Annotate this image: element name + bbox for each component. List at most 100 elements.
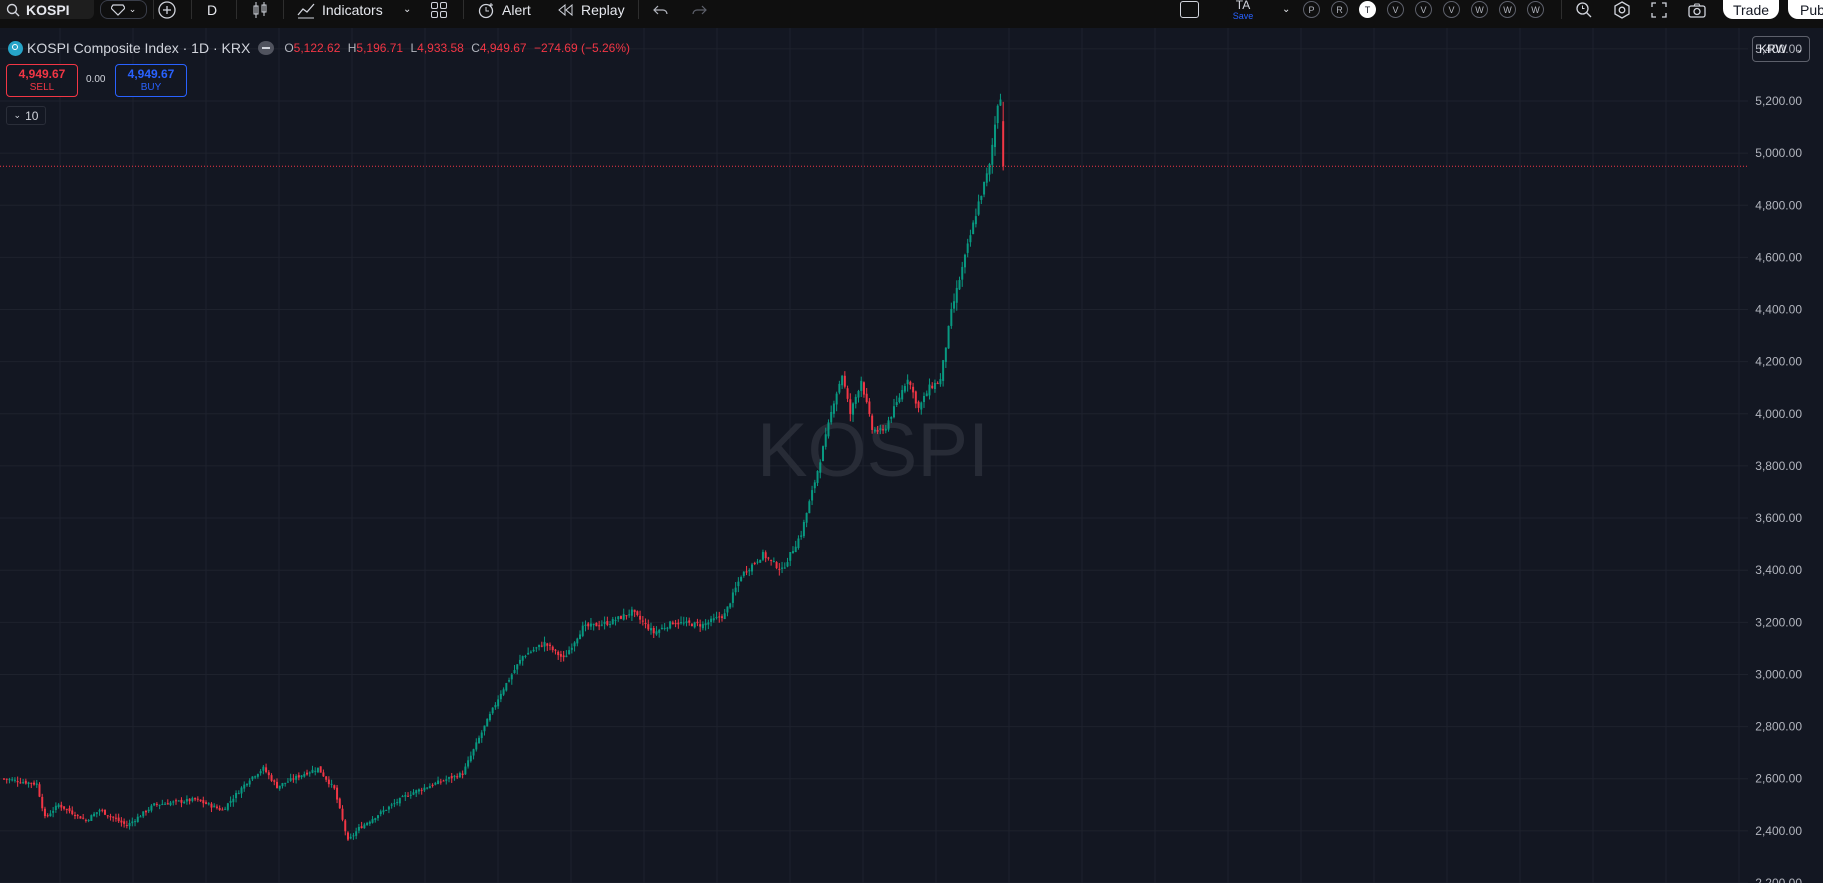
watch-button-r-2[interactable]: R xyxy=(1331,1,1348,18)
candle-body xyxy=(832,403,835,414)
legend-collapse-icon[interactable] xyxy=(258,41,275,55)
candle-body xyxy=(718,616,721,618)
buy-price: 4,949.67 xyxy=(127,67,175,81)
alert-button[interactable]: Alert xyxy=(477,0,531,19)
candle-body xyxy=(546,643,549,646)
watch-button-v-6[interactable]: V xyxy=(1443,1,1460,18)
add-symbol-button[interactable] xyxy=(156,0,178,19)
sell-button[interactable]: 4,949.67 SELL xyxy=(6,64,78,97)
settings-button[interactable] xyxy=(1613,0,1631,19)
candle-body xyxy=(486,718,489,727)
watch-button-w-7[interactable]: W xyxy=(1471,1,1488,18)
price-chart[interactable]: KOSPI 4,949.67 2,200.002,400.002,600.002… xyxy=(0,28,1823,883)
candle-body xyxy=(977,201,980,215)
high-value: 5,196.71 xyxy=(356,41,404,55)
candle-body xyxy=(33,782,36,785)
replay-button[interactable]: Replay xyxy=(557,0,625,19)
candle-body xyxy=(690,624,693,627)
publish-button[interactable]: Pub xyxy=(1788,0,1823,19)
y-tick-label: 4,000.00 xyxy=(1755,407,1802,421)
chart-type-button[interactable] xyxy=(251,0,269,19)
indicators-button[interactable]: Indicators xyxy=(297,0,383,19)
compare-menu-button[interactable]: ⌄ xyxy=(100,0,147,19)
candle-body xyxy=(513,670,516,674)
candle-body xyxy=(565,655,568,658)
layout-menu-dropdown[interactable]: ⌄ xyxy=(1282,0,1290,19)
candle-body xyxy=(270,775,273,781)
fullscreen-button[interactable] xyxy=(1651,0,1667,19)
candle-body xyxy=(194,797,197,800)
indicator-count: 10 xyxy=(25,108,39,123)
indicators-dropdown[interactable]: ⌄ xyxy=(403,0,411,19)
candle-body xyxy=(104,809,107,815)
candle-body xyxy=(65,808,68,810)
y-tick-label: 4,200.00 xyxy=(1755,355,1802,369)
candle-body xyxy=(442,780,445,782)
candle-body xyxy=(906,379,909,385)
candle-body xyxy=(229,800,232,803)
candle-body xyxy=(139,816,142,818)
candle-body xyxy=(972,222,975,235)
watch-button-w-8[interactable]: W xyxy=(1499,1,1516,18)
watch-button-w-9[interactable]: W xyxy=(1527,1,1544,18)
currency-select[interactable]: KRW ⌄ xyxy=(1752,36,1810,62)
indicators-label: Indicators xyxy=(322,1,383,18)
y-tick-label: 3,200.00 xyxy=(1755,615,1802,629)
candle-body xyxy=(447,777,450,779)
undo-button[interactable] xyxy=(653,0,669,19)
snapshot-button[interactable] xyxy=(1688,0,1706,19)
candle-body xyxy=(731,592,734,603)
candle-body xyxy=(256,774,259,777)
candle-body xyxy=(374,818,377,820)
quick-search-button[interactable] xyxy=(1575,0,1593,19)
candle-body xyxy=(595,622,598,627)
candle-body xyxy=(884,428,887,431)
templates-button[interactable] xyxy=(430,0,448,19)
fullscreen-icon xyxy=(1651,1,1667,18)
interval-button[interactable]: D xyxy=(207,1,218,18)
candle-body xyxy=(461,773,464,775)
candle-body xyxy=(46,815,49,817)
candle-body xyxy=(849,399,852,415)
layout-checkbox[interactable] xyxy=(1180,0,1199,19)
candle-body xyxy=(439,781,442,783)
toolbar-divider xyxy=(1561,0,1562,19)
candle-body xyxy=(237,793,240,795)
candle-body xyxy=(778,568,781,570)
redo-button[interactable] xyxy=(691,0,707,19)
candle-body xyxy=(245,783,248,786)
candle-body xyxy=(379,811,382,815)
watch-button-v-5[interactable]: V xyxy=(1415,1,1432,18)
indicators-toggle[interactable]: ⌄ 10 xyxy=(6,106,46,125)
candle-body xyxy=(49,813,52,817)
candle-body xyxy=(603,621,606,624)
candle-body xyxy=(497,699,500,707)
candle-body xyxy=(377,815,380,819)
candle-body xyxy=(243,784,246,789)
chart-title[interactable]: KOSPI Composite Index · 1D · KRX xyxy=(27,40,251,56)
candle-body xyxy=(816,470,819,483)
candle-body xyxy=(644,622,647,624)
candle-body xyxy=(341,808,344,820)
candle-body xyxy=(346,832,349,840)
buy-button[interactable]: 4,949.67 BUY xyxy=(115,64,187,97)
candle-body xyxy=(333,785,336,789)
sell-label: SELL xyxy=(29,82,55,93)
watch-button-t-3[interactable]: T xyxy=(1359,1,1376,18)
watch-button-p-1[interactable]: P xyxy=(1303,1,1320,18)
watch-button-v-4[interactable]: V xyxy=(1387,1,1404,18)
candle-body xyxy=(508,680,511,682)
candle-body xyxy=(303,774,306,777)
price-axis[interactable]: 2,200.00 2,400.00 2,600.00 2,800.00 3,000.00… xyxy=(1748,28,1823,883)
candle-body xyxy=(155,803,158,805)
candle-body xyxy=(614,620,617,622)
candle-body xyxy=(805,512,808,523)
candle-body xyxy=(488,714,491,721)
candle-body xyxy=(295,775,298,780)
candle-body xyxy=(191,798,194,801)
layout-name-button[interactable]: TA Save xyxy=(1228,0,1258,21)
candle-body xyxy=(625,615,628,617)
candle-body xyxy=(76,815,79,817)
symbol-search[interactable]: KOSPI xyxy=(0,0,94,19)
trade-button[interactable]: Trade xyxy=(1723,0,1779,19)
